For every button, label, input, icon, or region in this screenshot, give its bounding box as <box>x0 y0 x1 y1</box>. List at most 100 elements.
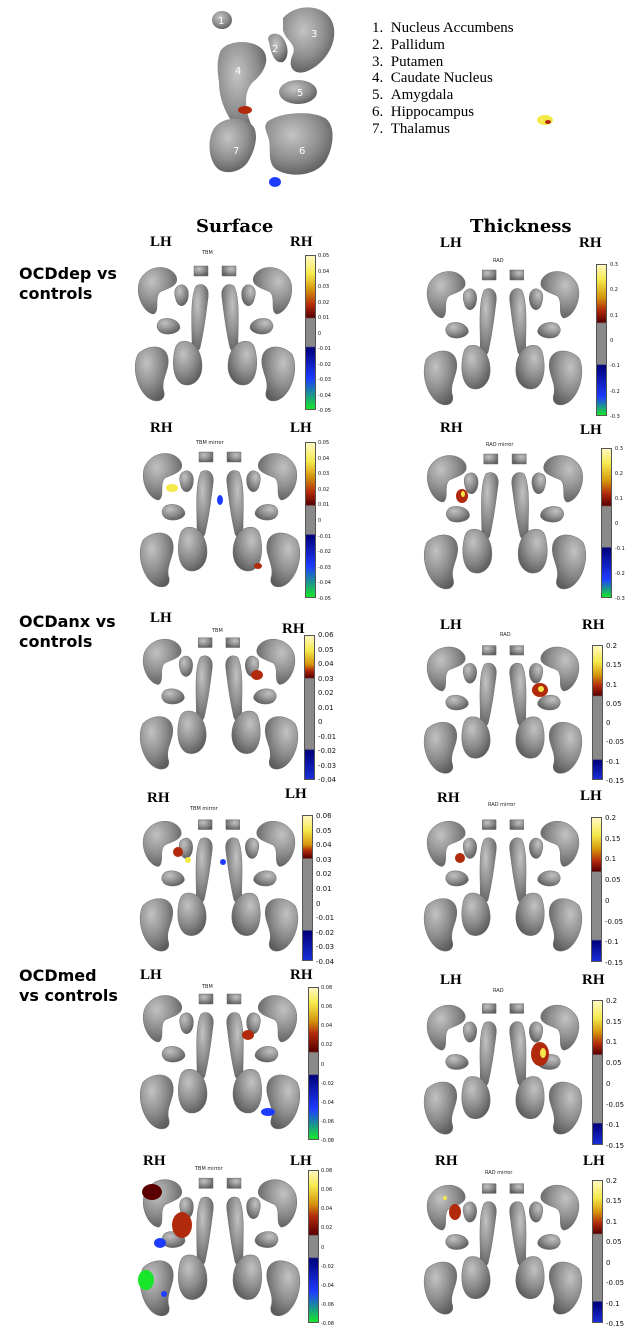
hippocampus-shape <box>548 898 583 952</box>
legend-item: 2. Pallidum <box>372 36 445 53</box>
hemi-rh: RH <box>143 1153 166 1169</box>
hemi-rh: RH <box>150 420 173 436</box>
accumbens-shape <box>509 269 524 281</box>
putamen-shape <box>426 1184 466 1231</box>
colorbar-tick-label: 0.02 <box>318 689 334 697</box>
effect-cluster <box>545 120 551 124</box>
caudate-shape <box>195 655 213 722</box>
hemi-rh: RH <box>282 621 305 637</box>
amygdala-shape <box>445 694 469 711</box>
thalamus-shape <box>177 892 207 936</box>
putamen-shape <box>143 995 183 1043</box>
effect-cluster <box>242 1030 254 1040</box>
thalamus-shape <box>515 1256 545 1299</box>
panel-title: TBM mirror <box>196 440 224 446</box>
colorbar-tick-label: 0 <box>321 1061 325 1068</box>
colorbar-tick-label: -0.05 <box>318 596 331 602</box>
brain-panel <box>423 115 583 406</box>
colorbar-tick-label: -0.04 <box>318 392 331 399</box>
effect-cluster <box>142 1184 162 1200</box>
thalamus-shape <box>515 1076 545 1119</box>
colorbar-tick-label: 0.2 <box>606 642 618 650</box>
colorbar-tick-label: 0.04 <box>318 660 334 668</box>
colorbar-tick-label: -0.04 <box>318 580 331 587</box>
colorbar-tick-label: 0.06 <box>321 1187 333 1194</box>
colorbar-tick-label: -0.05 <box>606 738 625 747</box>
surface-column-heading: Surface <box>196 216 274 237</box>
hemi-rh: RH <box>582 617 605 633</box>
putamen-shape <box>257 453 297 501</box>
effect-cluster <box>173 847 183 857</box>
label-4: 4 <box>235 66 241 77</box>
colorbar-tick-label: -0.15 <box>606 777 625 785</box>
effect-cluster <box>220 859 226 865</box>
accumbens-shape <box>225 819 240 830</box>
pallidum-shape <box>531 472 547 494</box>
putamen-shape <box>426 1004 466 1051</box>
colorbar-tick-label: -0.15 <box>606 1320 625 1328</box>
accumbens-shape <box>509 645 524 656</box>
thalamus-shape <box>461 892 491 936</box>
amygdala-shape <box>445 1234 469 1250</box>
colorbar <box>308 987 319 1140</box>
putamen-shape <box>427 455 467 503</box>
colorbar-tick-label: 0.02 <box>318 299 330 306</box>
panel-title: RAD <box>500 632 511 638</box>
thalamus-shape <box>231 710 261 754</box>
label-7: 7 <box>233 146 239 157</box>
legend-item: 7. Thalamus <box>372 120 450 137</box>
panel-title: TBM <box>202 250 213 256</box>
colorbar-tick-label: 0.06 <box>316 812 332 820</box>
caudate-shape <box>479 662 497 727</box>
colorbar-tick-label: 0 <box>606 1079 611 1088</box>
effect-cluster <box>538 686 544 692</box>
caudate-shape <box>196 1012 214 1080</box>
thalamus-shape <box>515 716 545 759</box>
colorbar-tick-label: 0.2 <box>610 287 618 294</box>
legend-item: 1. Nucleus Accumbens <box>372 20 514 36</box>
amygdala-shape <box>540 506 564 523</box>
panel-title: RAD mirror <box>486 442 514 448</box>
effect-cluster <box>443 1196 447 1200</box>
colorbar-tick-label: 0.1 <box>606 1038 618 1047</box>
thalamus-shape <box>231 892 261 936</box>
effect-cluster <box>531 1042 549 1066</box>
colorbar-tick-label: -0.01 <box>318 346 331 352</box>
hippocampus-shape <box>140 1074 174 1130</box>
hemi-lh: LH <box>290 420 312 436</box>
pallidum-shape <box>246 1197 261 1219</box>
putamen-shape <box>256 821 296 867</box>
colorbar-tick-label: 0.1 <box>606 680 618 689</box>
label-6: 6 <box>299 146 305 157</box>
structure-legend: 1. Nucleus Accumbens 2. Pallidum 3. Puta… <box>372 20 514 138</box>
caudate-shape <box>509 837 527 904</box>
colorbar-tick-label: 0.1 <box>615 496 623 502</box>
colorbar-tick-label: 0.04 <box>321 1023 333 1030</box>
colorbar-tick-label: -0.03 <box>318 564 331 571</box>
label-2: 2 <box>272 44 278 55</box>
row-label-ocddep: OCDdep vs controls <box>19 264 117 303</box>
accumbens-shape <box>509 1183 524 1194</box>
colorbar <box>591 817 602 962</box>
accumbens-shape <box>482 1003 497 1014</box>
colorbar-tick-label: -0.1 <box>610 363 620 370</box>
colorbar-tick-label: -0.01 <box>318 533 331 540</box>
accumbens-shape <box>198 1177 214 1189</box>
putamen-shape <box>142 639 182 685</box>
effect-cluster <box>540 1048 546 1058</box>
hippocampus-shape <box>135 346 169 402</box>
colorbar-tick-label: -0.15 <box>605 959 624 967</box>
colorbar <box>305 442 316 598</box>
caudate-shape <box>479 1201 497 1267</box>
colorbar-tick-label: 0.06 <box>318 631 334 639</box>
thalamus-shape <box>461 1076 491 1119</box>
brain-panel <box>423 1183 583 1315</box>
brain-panel <box>139 637 299 770</box>
effect-cluster <box>154 1238 166 1248</box>
colorbar <box>596 264 607 416</box>
amygdala-shape <box>445 322 469 339</box>
putamen-shape <box>540 1184 580 1231</box>
putamen-shape <box>257 1179 297 1228</box>
colorbar <box>592 1180 603 1323</box>
caudate-shape <box>479 837 497 904</box>
